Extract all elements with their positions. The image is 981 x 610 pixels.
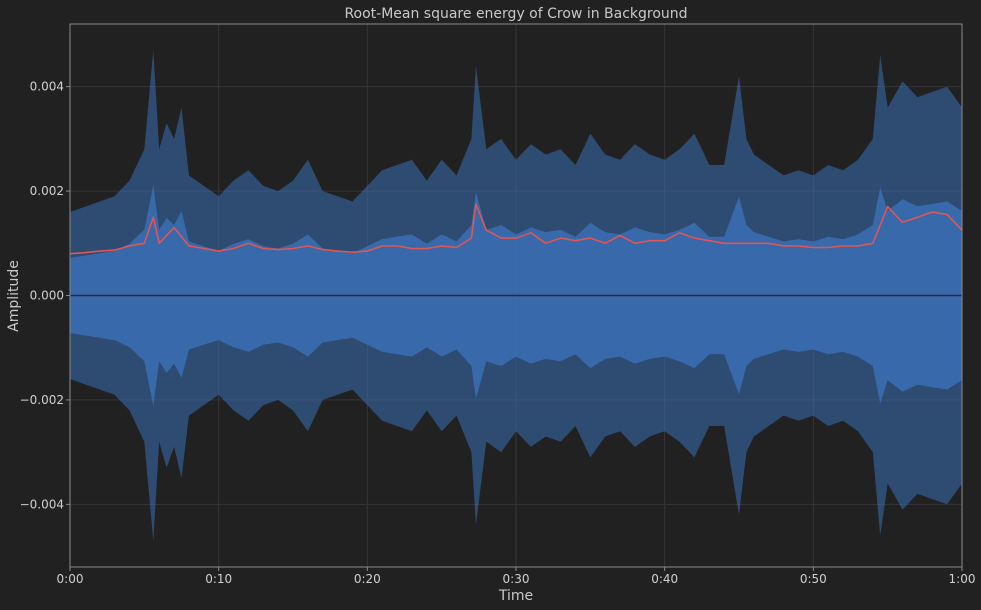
x-tick-label: 0:10 [205,572,232,586]
chart-title: Root-Mean square energy of Crow in Backg… [344,6,687,22]
y-tick-label: 0.004 [30,80,64,94]
rms-layer [69,203,963,255]
rms-line [69,203,963,255]
x-tick-label: 0:30 [503,572,530,586]
y-axis-ticks: 0.004 0.002 0.000 −0.002 −0.004 [20,80,70,511]
y-tick-label: 0.002 [30,184,64,198]
x-tick-label: 1:00 [949,572,976,586]
x-axis-label: Time [498,588,533,604]
x-tick-label: 0:50 [800,572,827,586]
x-tick-label: 0:20 [354,572,381,586]
waveform-layer [70,50,962,541]
x-axis-ticks: 0:00 0:10 0:20 0:30 0:40 0:50 1:00 [57,567,976,586]
y-tick-label: 0.000 [30,289,64,303]
x-tick-label: 0:40 [651,572,678,586]
y-axis-label: Amplitude [6,260,22,332]
y-tick-label: −0.002 [20,393,64,407]
y-tick-label: −0.004 [20,497,64,511]
x-tick-label: 0:00 [57,572,84,586]
